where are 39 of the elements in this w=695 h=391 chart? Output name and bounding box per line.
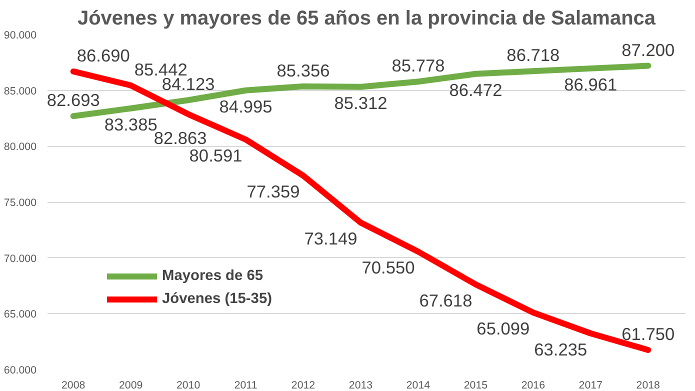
x-tick-label: 2018 xyxy=(636,380,660,391)
data-label: 86.690 xyxy=(76,45,130,66)
x-tick-label: 2008 xyxy=(62,380,86,391)
data-label: 67.618 xyxy=(419,290,472,310)
legend-label: Jóvenes (15-35) xyxy=(162,291,272,307)
data-label: 86.472 xyxy=(449,80,502,100)
y-tick-label: 90.000 xyxy=(4,30,37,42)
data-label: 70.550 xyxy=(362,258,415,278)
y-tick-label: 60.000 xyxy=(4,364,37,376)
data-label: 77.359 xyxy=(246,182,300,202)
y-tick-label: 80.000 xyxy=(4,141,37,154)
x-tick-label: 2012 xyxy=(291,380,316,391)
x-tick-label: 2015 xyxy=(464,380,488,391)
y-tick-label: 70.000 xyxy=(4,252,37,265)
data-label: 84.995 xyxy=(219,96,272,116)
x-tick-label: 2010 xyxy=(176,380,200,391)
legend-label: Mayores de 65 xyxy=(162,268,264,284)
data-label: 87.200 xyxy=(622,40,675,60)
data-label: 61.750 xyxy=(622,324,675,344)
x-tick-label: 2009 xyxy=(118,380,143,391)
y-tick-label: 75.000 xyxy=(4,197,37,209)
y-tick-label: 85.000 xyxy=(4,85,37,98)
data-label: 85.312 xyxy=(334,92,388,113)
data-label: 86.718 xyxy=(506,45,560,66)
data-label: 65.099 xyxy=(476,318,530,339)
x-tick-label: 2013 xyxy=(348,380,373,391)
data-label: 82.693 xyxy=(46,90,100,110)
x-tick-label: 2014 xyxy=(406,380,430,391)
x-tick-label: 2011 xyxy=(234,380,258,391)
x-tick-label: 2016 xyxy=(521,380,546,391)
y-tick-label: 65.000 xyxy=(4,308,37,321)
data-label: 63.235 xyxy=(534,339,588,360)
data-label: 85.356 xyxy=(276,60,330,80)
data-label: 85.778 xyxy=(392,56,445,76)
x-tick-label: 2017 xyxy=(578,380,603,391)
data-label: 73.149 xyxy=(304,228,358,249)
data-label: 86.961 xyxy=(564,74,618,94)
data-label: 80.591 xyxy=(189,146,242,166)
chart-title: Jóvenes y mayores de 65 años en la provincia de Salamanca xyxy=(77,8,656,30)
